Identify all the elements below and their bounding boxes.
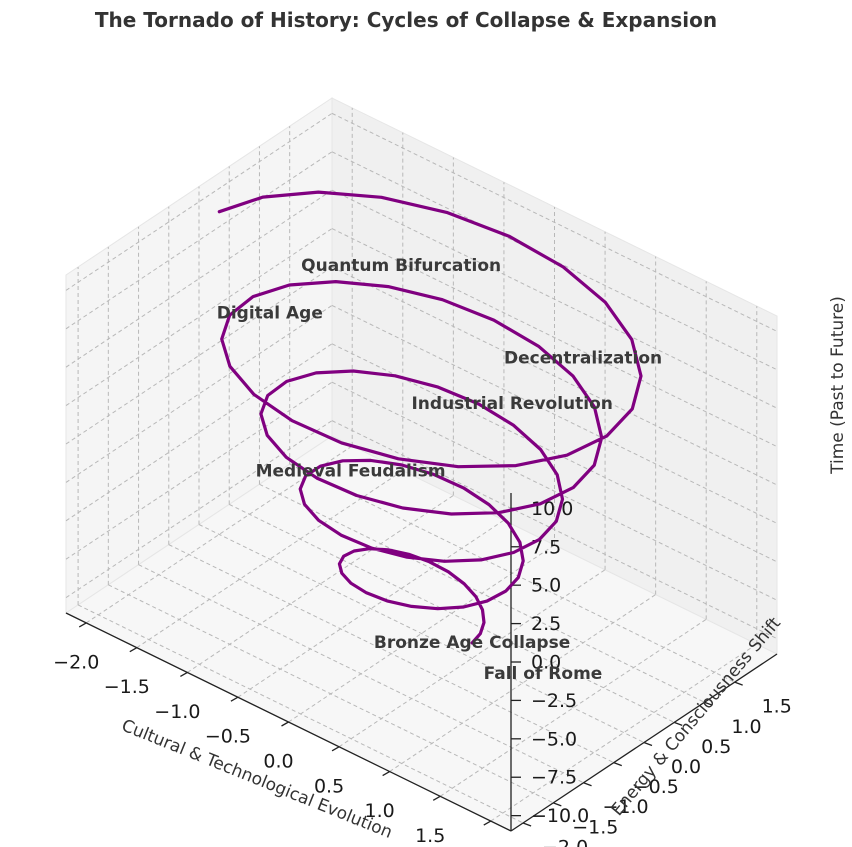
x-tick-mark: [230, 696, 239, 702]
y-tick-mark: [734, 681, 743, 686]
x-tick-label: −1.5: [104, 676, 150, 698]
y-tick-label: −2.0: [542, 836, 588, 847]
x-tick-mark: [180, 671, 188, 678]
grid-line-y-floor: [108, 584, 554, 804]
annotations-layer: Bronze Age Collapse Medieval Feudalism Fal…: [217, 256, 662, 684]
grid-line-z-left: [65, 304, 333, 483]
annotation-label: Medieval Feudalism: [256, 462, 446, 482]
y-tick-mark: [553, 802, 562, 807]
x-tick-label: 1.5: [415, 825, 445, 847]
z-tick-label: 5.0: [531, 575, 561, 597]
x-tick-mark: [78, 622, 87, 628]
x-ticks: −2.0−1.5−1.0−0.50.00.51.01.52.0: [53, 622, 492, 847]
x-tick-label: −2.0: [53, 651, 99, 673]
y-tick-mark: [643, 741, 653, 747]
z-tick-label: −2.5: [531, 690, 577, 712]
z-tick-label: 2.5: [531, 613, 561, 635]
chart-title: The Tornado of History: Cycles of Collap…: [95, 8, 717, 32]
grid-line-z-back: [331, 381, 778, 601]
y-tick-mark: [522, 822, 532, 827]
grid-line-z-back: [331, 266, 778, 486]
grid-line-z-left: [65, 266, 333, 445]
y-tick-label: −0.5: [633, 776, 679, 798]
grid-line-x-floor: [237, 519, 505, 698]
y-tick-label: −1.5: [572, 816, 618, 838]
grid-line-x-floor: [136, 470, 404, 649]
grid-line-z-left: [65, 343, 333, 522]
y-tick-label: 0.5: [701, 736, 731, 758]
y-tick-mark: [583, 782, 592, 787]
x-tick-mark: [483, 820, 492, 826]
grid-line-y-floor: [168, 544, 614, 764]
grid-line-z-back: [331, 228, 778, 448]
x-tick-label: 0.0: [263, 751, 293, 773]
grid-line-y-floor: [138, 564, 584, 784]
y-tick-label: −1.0: [602, 796, 648, 818]
grid-line-x-floor: [187, 495, 454, 673]
grid-line-x-floor: [288, 544, 555, 723]
x-tick-mark: [382, 770, 390, 777]
series-layer: [217, 190, 643, 645]
grid-line-y-floor: [289, 463, 735, 683]
y-tick-mark: [613, 762, 623, 767]
grid-line-z-back: [331, 189, 778, 409]
y-ticks: −2.0−1.5−1.0−0.50.00.51.01.5: [522, 681, 792, 847]
grid-line-z-back: [331, 343, 778, 563]
annotation-label: Bronze Age Collapse: [374, 633, 570, 653]
grid-line-y-floor: [77, 604, 524, 824]
grid-line-y-floor: [229, 503, 675, 723]
annotation-label: Fall of Rome: [484, 664, 603, 684]
grid-line-z-left: [65, 381, 333, 560]
annotation-label: Industrial Revolution: [411, 394, 612, 414]
grid-line-y-floor: [259, 483, 705, 703]
grid-line-z-back: [331, 112, 778, 332]
annotation-label: Digital Age: [217, 303, 323, 323]
z-tick-label: −10.0: [531, 805, 589, 827]
x-tick-label: 0.5: [314, 775, 344, 797]
grid-line-y-floor: [198, 524, 645, 743]
y-tick-label: 1.0: [731, 716, 761, 738]
grid-line-z-left: [65, 228, 333, 407]
x-tick-mark: [432, 795, 441, 801]
grid-line-z-left: [65, 151, 333, 330]
grid-line-z-back: [331, 304, 778, 524]
y-tick-label: 1.5: [762, 696, 792, 718]
z-axis-label: Time (Past to Future): [828, 296, 848, 475]
grid-line-z-back: [331, 420, 778, 640]
y-tick-mark: [704, 701, 713, 706]
series-line-spiral: [217, 190, 643, 645]
grid-line-z-left: [65, 189, 333, 368]
z-tick-label: −7.5: [531, 767, 577, 789]
x-tick-mark: [129, 647, 138, 653]
x-tick-label: 1.0: [365, 800, 395, 822]
x-tick-label: −0.5: [205, 726, 251, 748]
x-tick-label: −1.0: [154, 701, 200, 723]
grid-line-x-floor: [439, 618, 707, 797]
grid-line-z-left: [65, 420, 333, 599]
annotation-label: Decentralization: [504, 349, 662, 369]
x-tick-mark: [281, 721, 289, 727]
annotation-label: Quantum Bifurcation: [301, 256, 501, 276]
z-tick-label: −5.0: [531, 728, 577, 750]
grid-line-x-floor: [389, 594, 656, 772]
x-tick-mark: [331, 746, 340, 752]
y-tick-label: 0.0: [671, 756, 701, 778]
z-tick-label: 7.5: [531, 536, 561, 558]
z-tick-label: 10.0: [531, 498, 573, 520]
grid-line-z-left: [65, 112, 333, 291]
grid-line-x-floor: [490, 643, 758, 822]
grid-line-x-floor: [338, 569, 606, 748]
z-tick-label: 0.0: [531, 652, 561, 674]
y-tick-mark: [673, 721, 683, 726]
